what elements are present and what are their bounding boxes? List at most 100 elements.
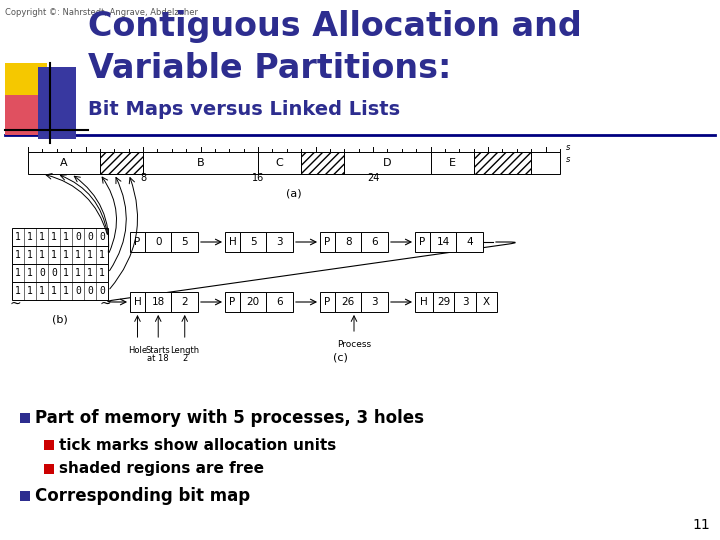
- Bar: [240, 232, 266, 252]
- Text: 3: 3: [462, 297, 468, 307]
- Text: 16: 16: [252, 173, 264, 183]
- Bar: [130, 232, 145, 252]
- Text: 18: 18: [152, 297, 165, 307]
- Text: 11: 11: [692, 518, 710, 532]
- Text: 0: 0: [99, 232, 105, 242]
- Bar: [430, 232, 456, 252]
- Bar: [44, 464, 54, 474]
- Text: A: A: [60, 158, 68, 168]
- Text: 2: 2: [181, 297, 188, 307]
- Text: 1: 1: [39, 232, 45, 242]
- Text: (a): (a): [286, 188, 302, 198]
- Bar: [38, 67, 76, 139]
- Text: 1: 1: [63, 286, 69, 296]
- Bar: [258, 152, 301, 174]
- Bar: [100, 152, 143, 174]
- Text: D: D: [383, 158, 392, 168]
- Text: 24: 24: [367, 173, 379, 183]
- Text: 2: 2: [182, 354, 187, 363]
- Bar: [301, 152, 344, 174]
- Bar: [531, 152, 560, 174]
- Text: H: H: [229, 237, 236, 247]
- Text: at 18: at 18: [148, 354, 169, 363]
- Bar: [20, 491, 30, 501]
- Bar: [476, 292, 497, 312]
- Text: 1: 1: [63, 268, 69, 278]
- Bar: [335, 292, 361, 312]
- Text: 20: 20: [247, 297, 260, 307]
- Text: 1: 1: [27, 250, 33, 260]
- Text: C: C: [276, 158, 284, 168]
- Text: 5: 5: [250, 237, 256, 247]
- Text: 1: 1: [15, 250, 21, 260]
- Text: P: P: [135, 237, 140, 247]
- Text: Length: Length: [170, 346, 199, 355]
- Bar: [361, 292, 388, 312]
- Bar: [100, 152, 143, 174]
- Bar: [320, 292, 335, 312]
- Bar: [320, 232, 335, 252]
- Text: 8: 8: [345, 237, 351, 247]
- Bar: [5, 95, 47, 135]
- Text: 1: 1: [39, 286, 45, 296]
- Text: 0: 0: [87, 232, 93, 242]
- Bar: [12, 264, 108, 282]
- Text: H: H: [420, 297, 428, 307]
- Text: Part of memory with 5 processes, 3 holes: Part of memory with 5 processes, 3 holes: [35, 409, 424, 427]
- Text: 0: 0: [75, 286, 81, 296]
- Bar: [12, 228, 108, 246]
- Text: E: E: [449, 158, 456, 168]
- Text: 1: 1: [27, 232, 33, 242]
- Text: shaded regions are free: shaded regions are free: [59, 462, 264, 476]
- Bar: [415, 292, 433, 312]
- Text: 1: 1: [75, 250, 81, 260]
- Text: 1: 1: [99, 268, 105, 278]
- Text: Bit Maps versus Linked Lists: Bit Maps versus Linked Lists: [88, 100, 400, 119]
- Text: Variable Partitions:: Variable Partitions:: [88, 52, 451, 85]
- Text: 1: 1: [75, 268, 81, 278]
- Text: 1: 1: [51, 232, 57, 242]
- Text: 29: 29: [437, 297, 450, 307]
- Text: (b): (b): [52, 314, 68, 324]
- Text: H: H: [134, 297, 141, 307]
- Text: 1: 1: [51, 286, 57, 296]
- Bar: [20, 413, 30, 423]
- Text: P: P: [419, 237, 426, 247]
- Text: (c): (c): [333, 352, 348, 362]
- Bar: [28, 152, 100, 174]
- Text: s: s: [566, 155, 570, 164]
- Bar: [171, 232, 198, 252]
- Bar: [266, 292, 293, 312]
- Bar: [225, 292, 240, 312]
- Bar: [474, 152, 531, 174]
- Text: s: s: [566, 143, 570, 152]
- Bar: [454, 292, 476, 312]
- Text: 6: 6: [276, 297, 283, 307]
- Text: 1: 1: [63, 232, 69, 242]
- Text: Copyright ©: Nahrstedt, Angrave, Abdelzaher: Copyright ©: Nahrstedt, Angrave, Abdelza…: [5, 8, 198, 17]
- Text: Corresponding bit map: Corresponding bit map: [35, 487, 250, 505]
- Bar: [12, 282, 108, 300]
- Text: Process: Process: [337, 340, 371, 349]
- Bar: [130, 292, 145, 312]
- Text: B: B: [197, 158, 204, 168]
- Text: 0: 0: [99, 286, 105, 296]
- Text: P: P: [324, 297, 330, 307]
- Bar: [415, 232, 430, 252]
- Text: 0: 0: [87, 286, 93, 296]
- Text: 1: 1: [15, 286, 21, 296]
- Bar: [344, 152, 431, 174]
- Bar: [5, 63, 47, 101]
- Text: 1: 1: [87, 250, 93, 260]
- Text: 1: 1: [27, 286, 33, 296]
- Bar: [361, 232, 388, 252]
- Text: 1: 1: [99, 250, 105, 260]
- Text: ~: ~: [9, 297, 21, 311]
- Text: 4: 4: [467, 237, 473, 247]
- Bar: [474, 152, 531, 174]
- Text: 1: 1: [15, 232, 21, 242]
- Text: tick marks show allocation units: tick marks show allocation units: [59, 437, 336, 453]
- Text: 0: 0: [39, 268, 45, 278]
- Text: X: X: [483, 297, 490, 307]
- Bar: [456, 232, 483, 252]
